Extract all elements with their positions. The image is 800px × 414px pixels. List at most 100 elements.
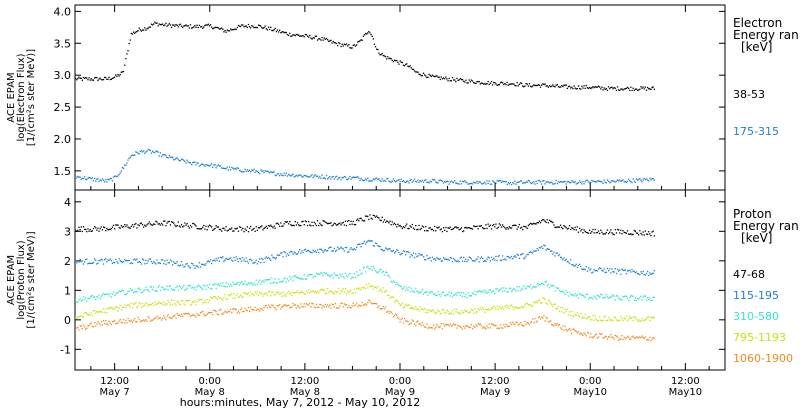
data-point [592,86,594,88]
data-point [430,327,432,329]
data-point [204,264,206,266]
data-point [269,172,271,174]
data-point [451,228,454,230]
data-point [459,326,461,328]
data-point [184,304,186,306]
data-point [618,180,620,182]
data-point [594,270,596,272]
data-point [513,308,515,311]
data-point [193,301,195,303]
data-point [314,275,316,277]
data-point [644,336,646,338]
data-point [335,42,338,45]
series-47-68 [75,214,655,237]
data-point [127,50,129,52]
data-point [586,270,589,272]
data-point [173,299,175,302]
data-point [548,85,551,87]
data-point [133,31,135,33]
data-point [455,81,457,83]
data-point [107,78,109,80]
data-point [288,304,290,306]
data-point [166,156,168,158]
data-point [580,265,582,268]
data-point [515,224,517,227]
data-point [145,286,147,288]
data-point [179,160,182,162]
data-point [373,245,376,247]
data-point [518,223,520,226]
data-point [594,315,596,317]
data-point [217,257,219,259]
data-point [478,261,480,263]
data-point [364,243,367,245]
data-point [320,177,322,179]
data-point [339,273,341,275]
data-point [328,292,330,294]
data-point [109,78,111,81]
data-point [602,297,604,299]
data-point [86,313,88,315]
data-point [450,180,452,182]
data-point [480,256,483,258]
data-point [400,286,402,288]
data-point [407,304,409,306]
data-point [466,182,468,184]
data-point [385,221,387,223]
data-point [256,308,258,310]
data-point [337,224,339,226]
data-point [172,221,174,223]
data-point [207,23,209,25]
data-point [180,224,183,226]
data-point [425,226,427,228]
data-point [136,306,138,309]
data-point [397,316,399,319]
data-point [223,260,225,262]
data-point [436,311,438,313]
data-point [322,220,324,222]
data-point [266,227,269,229]
data-point [415,71,417,73]
data-point [369,214,371,216]
data-point [645,178,648,180]
data-point [348,251,350,253]
data-point [401,227,403,229]
data-point [453,294,455,297]
data-point [314,223,316,225]
data-point [605,319,607,322]
data-point [340,275,342,277]
data-point [543,83,545,86]
data-point [621,180,623,182]
data-point [99,228,101,230]
data-point [206,298,208,301]
data-point [610,333,612,336]
data-point [570,314,572,317]
data-point [480,225,483,227]
data-point [454,226,456,228]
data-point [354,176,357,179]
data-point [538,283,541,285]
data-point [515,290,517,292]
data-point [324,221,326,223]
data-point [114,262,116,264]
data-point [201,163,203,165]
data-point [473,260,475,262]
data-point [328,40,330,42]
data-point [582,294,584,297]
data-point [292,224,294,227]
data-point [115,306,117,308]
data-point [167,262,169,264]
data-point [564,84,566,86]
data-point [119,291,121,293]
data-point [537,222,539,224]
data-point [91,262,93,264]
data-point [323,289,325,291]
data-point [263,261,265,263]
data-point [106,323,108,325]
data-point [116,292,118,294]
data-point [361,243,363,245]
data-point [163,263,165,265]
data-point [338,307,340,309]
data-point [400,61,402,63]
data-point [349,290,351,292]
